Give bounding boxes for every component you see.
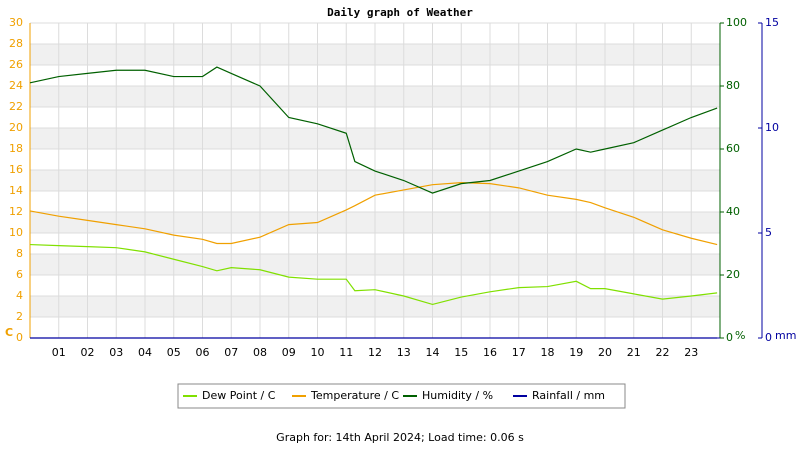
y2-tick-label: 0 — [726, 331, 733, 344]
x-tick-label: 07 — [224, 346, 238, 359]
x-tick-label: 05 — [167, 346, 181, 359]
x-tick-label: 09 — [282, 346, 296, 359]
x-tick-label: 15 — [454, 346, 468, 359]
y-tick-label: 12 — [9, 205, 23, 218]
x-tick-label: 20 — [598, 346, 612, 359]
y-tick-label: 4 — [16, 289, 23, 302]
y-tick-label: 28 — [9, 37, 23, 50]
y2-tick-label: 60 — [726, 142, 740, 155]
legend-label: Rainfall / mm — [532, 389, 605, 402]
x-tick-label: 12 — [368, 346, 382, 359]
y-tick-label: 20 — [9, 121, 23, 134]
x-tick-label: 19 — [569, 346, 583, 359]
x-tick-label: 02 — [81, 346, 95, 359]
y-tick-label: 26 — [9, 58, 23, 71]
x-tick-label: 13 — [397, 346, 411, 359]
x-tick-label: 17 — [512, 346, 526, 359]
y-tick-label: 2 — [16, 310, 23, 323]
y2-tick-label: 40 — [726, 205, 740, 218]
x-tick-label: 06 — [196, 346, 210, 359]
y-tick-label: 24 — [9, 79, 23, 92]
x-tick-label: 23 — [684, 346, 698, 359]
x-tick-label: 21 — [627, 346, 641, 359]
y-tick-label: 16 — [9, 163, 23, 176]
x-tick-label: 14 — [426, 346, 440, 359]
y-tick-label: 6 — [16, 268, 23, 281]
y2-tick-label: 100 — [726, 16, 747, 29]
y2-axis-unit: % — [735, 329, 745, 342]
y-tick-label: 30 — [9, 16, 23, 29]
y-tick-label: 10 — [9, 226, 23, 239]
x-tick-label: 03 — [109, 346, 123, 359]
y3-tick-label: 5 — [765, 226, 772, 239]
x-tick-label: 11 — [339, 346, 353, 359]
y-tick-label: 22 — [9, 100, 23, 113]
x-tick-label: 08 — [253, 346, 267, 359]
y3-axis-unit: mm — [775, 329, 796, 342]
x-tick-label: 10 — [311, 346, 325, 359]
series-line — [29, 66, 718, 194]
footer: Graph for: 14th April 2024; Load time: 0… — [276, 431, 524, 444]
y3-tick-label: 0 — [765, 331, 772, 344]
legend-label: Temperature / C — [310, 389, 399, 402]
legend-label: Dew Point / C — [202, 389, 276, 402]
legend-box — [177, 383, 626, 409]
y2-tick-label: 80 — [726, 79, 740, 92]
y3-tick-label: 15 — [765, 16, 779, 29]
x-tick-label: 01 — [52, 346, 66, 359]
x-tick-label: 18 — [541, 346, 555, 359]
y-tick-label: 14 — [9, 184, 23, 197]
series-line — [29, 243, 718, 306]
y-axis-unit: C — [5, 326, 13, 339]
x-tick-label: 22 — [656, 346, 670, 359]
y-tick-label: 0 — [16, 331, 23, 344]
y-tick-label: 8 — [16, 247, 23, 260]
legend-label: Humidity / % — [422, 389, 493, 402]
y3-tick-label: 10 — [765, 121, 779, 134]
series-line — [29, 181, 718, 246]
chart-title: Daily graph of Weather — [327, 6, 473, 19]
x-tick-label: 04 — [138, 346, 152, 359]
x-tick-label: 16 — [483, 346, 497, 359]
y2-tick-label: 20 — [726, 268, 740, 281]
y-tick-label: 18 — [9, 142, 23, 155]
